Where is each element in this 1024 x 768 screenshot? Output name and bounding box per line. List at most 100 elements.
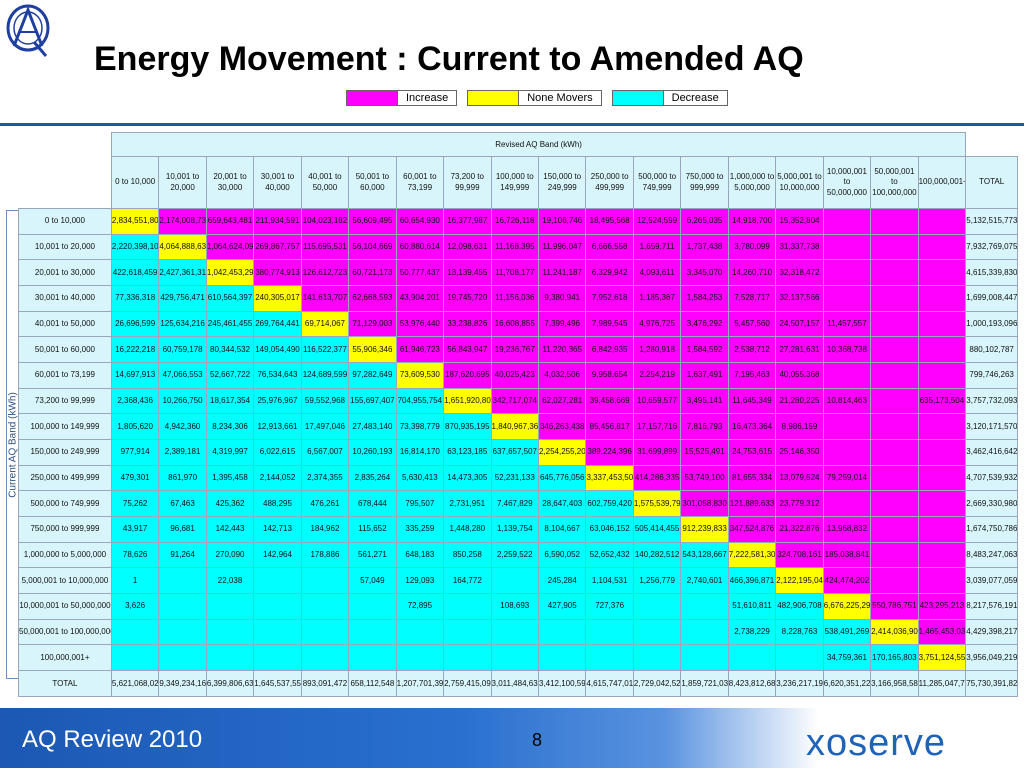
table-cell [870,233,919,261]
table-cell: 3,412,100,591 [537,670,587,697]
table-cell [870,208,919,235]
table-cell: 2,427,361,316 [158,259,207,287]
column-header: 5,000,001 to 10,000,000 [775,156,824,209]
column-header: 73,200 to 99,999 [443,156,492,209]
row-label: 20,001 to 30,000 [18,259,112,287]
table-cell: 645,776,056 [537,464,587,492]
table-cell: 3,462,416,642 [965,439,1018,466]
table-cell: 301,058,830 [680,490,729,518]
table-cell: 1,185,367 [632,285,682,312]
table-row: 500,000 to 749,999 75,262 67,463 425,362 488… [18,490,1018,518]
table-cell: 24,753,615 [727,439,777,466]
table-cell: 8,234,306 [205,413,255,441]
table-cell: 11,168,395 [490,233,539,261]
table-cell: 1,584,253 [680,285,729,312]
table-cell: 121,889,633 [727,490,777,518]
row-label: 30,001 to 40,000 [18,285,112,312]
table-cell [395,618,445,646]
table-cell: 6,567,007 [300,439,350,466]
table-cell: 19,745,720 [443,285,492,312]
row-label: 250,000 to 499,999 [18,464,112,492]
table-cell: 1,207,701,396 [395,670,445,697]
slide-title: Energy Movement : Current to Amended AQ [94,40,804,78]
table-cell: 178,886 [300,541,350,569]
table-cell: 11,285,047,757 [917,670,967,697]
table-cell [917,362,967,389]
table-cell: 85,456,817 [585,413,634,441]
table-cell [917,541,967,569]
table-cell [917,567,967,595]
table-cell: 850,258 [443,541,492,569]
table-cell: 427,905 [537,593,587,620]
table-row: 5,000,001 to 10,000,000 1 22,038 57,049 129,… [18,567,1018,595]
table-cell: 389,224,396 [585,439,634,466]
table-cell: 8,483,247,063 [965,541,1018,569]
table-row: 40,001 to 50,000 26,696,599 125,634,216 245… [18,310,1018,338]
column-header: 1,000,000 to 5,000,000 [727,156,777,209]
table-cell: 912,239,833 [680,516,729,543]
table-cell [253,567,302,595]
table-cell: 2,144,052 [253,464,302,492]
table-cell: 6,399,806,637 [205,670,255,697]
table-cell: 184,962 [300,516,350,543]
row-label: 10,000,001 to 50,000,000 [18,593,112,620]
table-row: 20,001 to 30,000 422,618,459 2,427,361,316… [18,259,1018,287]
table-cell [348,593,397,620]
table-cell: 75,262 [110,490,160,518]
table-cell: 10,659,577 [632,387,682,415]
table-cell: 53,749,100 [680,464,729,492]
table-cell [300,618,350,646]
table-cell: 7,816,793 [680,413,729,441]
table-cell [110,618,160,646]
table-cell: 22,038 [205,567,255,595]
table-cell: 4,942,360 [158,413,207,441]
table-cell: 6,676,225,295 [822,593,872,620]
table-cell [917,310,967,338]
table-cell: 27,483,140 [348,413,397,441]
table-cell [585,618,634,646]
table-cell: 245,461,455 [205,310,255,338]
table-cell: 78,626 [110,541,160,569]
table-row: 150,000 to 249,999 977,914 2,389,181 4,319,… [18,439,1018,466]
table-cell [917,413,967,441]
table-cell: 424,474,202 [822,567,872,595]
table-row: 10,000,001 to 50,000,000 3,626 72,895 108,6… [18,593,1018,620]
table-cell [870,259,919,287]
table-cell [443,618,492,646]
table-cell [253,644,302,672]
table-cell [917,439,967,466]
table-cell: 2,738,229 [727,618,777,646]
column-header: 100,000,001+ [917,156,967,209]
table-cell: 2,669,330,980 [965,490,1018,518]
table-cell: 57,049 [348,567,397,595]
column-header: 50,001 to 60,000 [348,156,397,209]
table-cell: 482,906,708 [775,593,824,620]
table-cell [917,259,967,287]
table-cell [300,567,350,595]
table-cell [822,233,872,261]
table-cell: 5,132,515,773 [965,208,1018,235]
table-cell: 5,621,068,021 [110,670,160,697]
table-cell: 43,904,201 [395,285,445,312]
page-number: 8 [532,730,543,750]
table-cell: 4,319,997 [205,439,255,466]
table-cell: 19,106,746 [537,208,587,235]
table-row: 750,000 to 999,999 43,917 96,681 142,443 142… [18,516,1018,543]
table-cell [917,490,967,518]
table-cell: 3,495,141 [680,387,729,415]
table-cell: 73,609,530 [395,362,445,389]
table-cell: 7,952,618 [585,285,634,312]
table-cell: 23,779,312 [775,490,824,518]
table-cell: 4,615,339,830 [965,259,1018,287]
table-cell [253,593,302,620]
table-cell [822,490,872,518]
table-cell: 9,958,654 [585,362,634,389]
table-cell [205,644,255,672]
table-cell: 1,465,453,035 [917,618,967,646]
table-cell: 13,968,832 [822,516,872,543]
table-cell: 60,759,178 [158,336,207,364]
table-cell: 125,634,216 [158,310,207,338]
table-cell [917,285,967,312]
table-cell [775,644,824,672]
table-corner-lower [18,156,112,209]
